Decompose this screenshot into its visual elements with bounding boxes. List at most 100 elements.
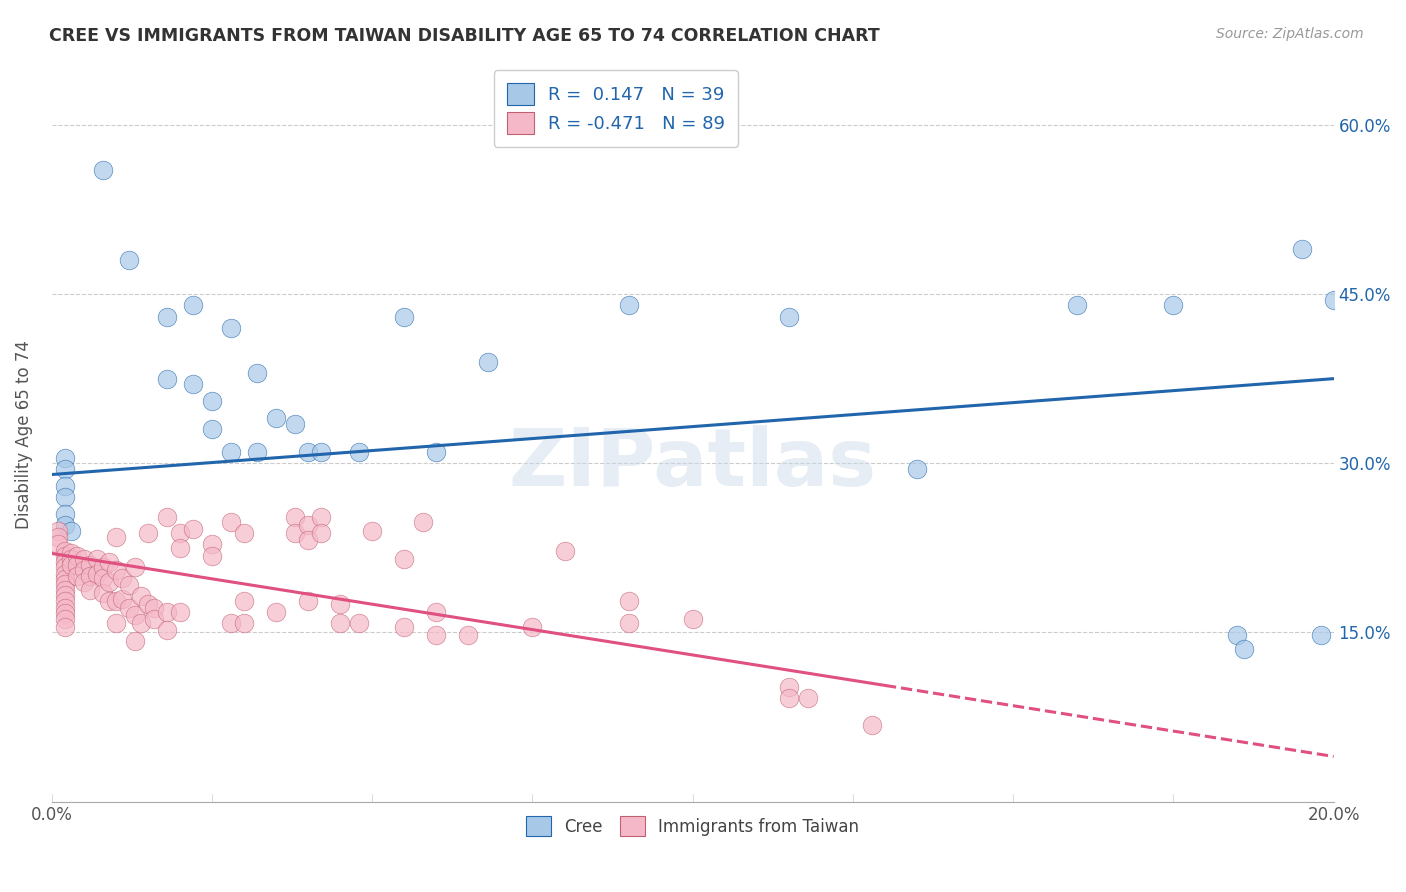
Point bbox=[156, 310, 179, 324]
Point bbox=[91, 163, 114, 178]
Point bbox=[118, 578, 141, 592]
Point bbox=[111, 571, 134, 585]
Point bbox=[86, 552, 108, 566]
Point bbox=[124, 608, 146, 623]
Point bbox=[136, 597, 159, 611]
Point bbox=[297, 533, 319, 547]
Text: ZIPatlas: ZIPatlas bbox=[509, 425, 877, 503]
Point bbox=[53, 566, 76, 581]
Y-axis label: Disability Age 65 to 74: Disability Age 65 to 74 bbox=[15, 341, 32, 530]
Point bbox=[124, 560, 146, 574]
Point bbox=[309, 526, 332, 541]
Point bbox=[104, 530, 127, 544]
Point bbox=[98, 556, 121, 570]
Point bbox=[349, 616, 371, 631]
Point bbox=[181, 298, 204, 312]
Point bbox=[264, 411, 287, 425]
Point bbox=[219, 445, 242, 459]
Point bbox=[79, 558, 101, 572]
Point bbox=[394, 552, 416, 566]
Point bbox=[104, 616, 127, 631]
Point bbox=[1226, 628, 1249, 642]
Point bbox=[53, 560, 76, 574]
Point bbox=[98, 574, 121, 589]
Point bbox=[905, 462, 928, 476]
Point bbox=[53, 594, 76, 608]
Point bbox=[143, 600, 166, 615]
Point bbox=[59, 546, 82, 560]
Point bbox=[46, 524, 69, 538]
Point bbox=[98, 594, 121, 608]
Point bbox=[425, 605, 447, 619]
Point bbox=[53, 450, 76, 465]
Point bbox=[284, 526, 307, 541]
Point bbox=[284, 417, 307, 431]
Point bbox=[860, 718, 883, 732]
Point bbox=[457, 628, 479, 642]
Point bbox=[219, 616, 242, 631]
Point bbox=[412, 515, 434, 529]
Point bbox=[156, 510, 179, 524]
Point bbox=[425, 628, 447, 642]
Point bbox=[246, 366, 269, 380]
Point bbox=[1163, 298, 1185, 312]
Point bbox=[1066, 298, 1088, 312]
Point bbox=[181, 377, 204, 392]
Point bbox=[53, 549, 76, 563]
Point bbox=[73, 574, 96, 589]
Point bbox=[246, 445, 269, 459]
Point bbox=[53, 606, 76, 620]
Point bbox=[297, 445, 319, 459]
Point bbox=[233, 594, 256, 608]
Point bbox=[169, 541, 191, 555]
Point bbox=[53, 577, 76, 591]
Point bbox=[553, 544, 575, 558]
Point bbox=[617, 594, 640, 608]
Point bbox=[1323, 293, 1346, 307]
Point bbox=[522, 620, 544, 634]
Point bbox=[201, 394, 224, 409]
Point bbox=[219, 321, 242, 335]
Point bbox=[284, 510, 307, 524]
Point bbox=[394, 620, 416, 634]
Point bbox=[91, 586, 114, 600]
Point bbox=[111, 591, 134, 606]
Point bbox=[53, 620, 76, 634]
Point bbox=[169, 526, 191, 541]
Point bbox=[349, 445, 371, 459]
Point bbox=[118, 600, 141, 615]
Point bbox=[297, 518, 319, 533]
Point bbox=[1291, 242, 1313, 256]
Point bbox=[131, 616, 153, 631]
Point bbox=[136, 526, 159, 541]
Point bbox=[91, 571, 114, 585]
Point bbox=[329, 597, 352, 611]
Point bbox=[66, 569, 89, 583]
Point bbox=[617, 616, 640, 631]
Point bbox=[1233, 642, 1256, 657]
Point bbox=[778, 310, 800, 324]
Point bbox=[797, 690, 820, 705]
Point bbox=[53, 507, 76, 521]
Point bbox=[53, 544, 76, 558]
Point bbox=[66, 558, 89, 572]
Point bbox=[53, 612, 76, 626]
Point bbox=[91, 560, 114, 574]
Point bbox=[297, 594, 319, 608]
Point bbox=[79, 582, 101, 597]
Point bbox=[66, 549, 89, 563]
Point bbox=[778, 690, 800, 705]
Point bbox=[118, 253, 141, 268]
Legend: Cree, Immigrants from Taiwan: Cree, Immigrants from Taiwan bbox=[517, 807, 868, 845]
Point bbox=[201, 422, 224, 436]
Text: CREE VS IMMIGRANTS FROM TAIWAN DISABILITY AGE 65 TO 74 CORRELATION CHART: CREE VS IMMIGRANTS FROM TAIWAN DISABILIT… bbox=[49, 27, 880, 45]
Point bbox=[156, 623, 179, 637]
Point bbox=[73, 552, 96, 566]
Point bbox=[477, 355, 499, 369]
Point bbox=[104, 563, 127, 577]
Point bbox=[181, 522, 204, 536]
Text: Source: ZipAtlas.com: Source: ZipAtlas.com bbox=[1216, 27, 1364, 41]
Point bbox=[53, 573, 76, 587]
Point bbox=[46, 530, 69, 544]
Point bbox=[53, 462, 76, 476]
